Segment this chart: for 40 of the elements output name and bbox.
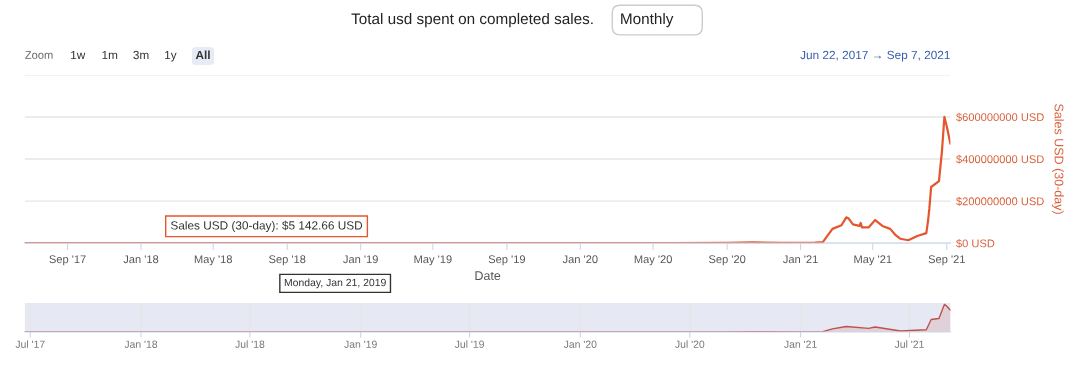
y2-tick-label: $0 USD: [956, 238, 995, 248]
text: 1w: [71, 50, 86, 60]
text: Monthly: [621, 12, 674, 28]
text: Jun 22, 2017 → Sep 7, 2021: [800, 50, 950, 62]
annotation: Sales USD (30-day): $5 142.66 USD: [170, 220, 363, 232]
text: 1y: [165, 50, 177, 62]
x-axis-title: Date: [475, 271, 501, 281]
x-tick-label: Sep '20: [708, 255, 746, 266]
x-tick-label: Jan '19: [343, 255, 378, 264]
y2-tick-label: $600000000 USD: [956, 112, 1044, 122]
y2-tick-label: $200000000 USD: [956, 196, 1044, 206]
x-tick-label: Jan '18: [124, 340, 158, 348]
x-tick-label: Sep '18: [269, 255, 306, 266]
x-tick-label: Jan '19: [344, 340, 377, 348]
x-tick-label: Jul '19: [454, 340, 484, 348]
y2-tick-label: $400000000 USD: [956, 154, 1044, 164]
x-tick-label: May '19: [414, 255, 452, 266]
text: All: [195, 50, 210, 60]
x-tick-label: Jan '20: [562, 255, 598, 264]
x-tick-label: Jan '20: [563, 340, 597, 348]
line-series: [24, 115, 951, 244]
x-tick-label: Jul '17: [15, 340, 45, 348]
text: Monday, Jan 21, 2019: [284, 278, 386, 289]
x-tick-label: Jul '18: [235, 340, 265, 348]
x-tick-label: Jul '21: [894, 340, 924, 348]
x-tick-label: Sep '19: [488, 255, 526, 266]
x-tick-label: May '21: [854, 255, 892, 266]
x-tick-label: May '20: [634, 255, 672, 266]
x-tick-label: Jan '21: [784, 340, 817, 348]
text: 3m: [133, 50, 149, 60]
x-tick-label: Jan '21: [782, 255, 818, 264]
x-tick-label: Sep '17: [49, 255, 86, 266]
x-tick-label: Jul '20: [675, 340, 705, 348]
text: 1m: [102, 50, 118, 60]
chart-title: Total usd spent on completed sales.: [351, 12, 593, 28]
y2-axis-title: Sales USD (30-day): [1052, 104, 1064, 214]
x-tick-label: May '18: [194, 255, 232, 266]
text: Zoom: [25, 51, 53, 59]
x-tick-label: Sep '21: [928, 255, 965, 266]
x-tick-label: Jan '18: [123, 255, 159, 264]
